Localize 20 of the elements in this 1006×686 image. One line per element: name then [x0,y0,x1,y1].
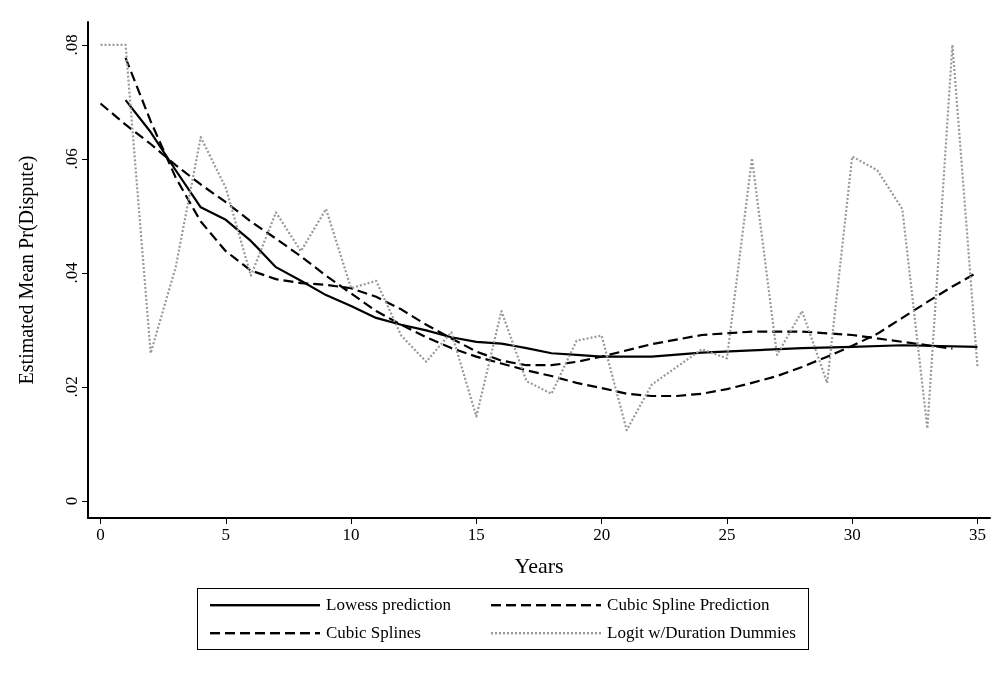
x-tick-label: 0 [96,525,105,544]
x-axis-title: Years [514,552,564,578]
y-tick-label: .02 [62,376,81,398]
x-tick-label: 25 [718,525,736,544]
line-series [99,43,979,432]
x-tick-label: 10 [342,525,360,544]
y-tick-label: .08 [62,34,81,56]
y-tick-label: .06 [62,148,81,170]
legend-label: Lowess prediction [326,595,452,615]
legend-label: Logit w/Duration Dummies [607,623,796,643]
y-axis-title: Estimated Mean Pr(Dispute) [15,155,38,385]
x-tick-label: 20 [593,525,611,544]
legend-label: Cubic Spline Prediction [607,595,770,615]
x-tick-label: 15 [467,525,485,544]
y-tick-label: .04 [62,261,81,284]
legend-label: Cubic Splines [326,623,421,643]
y-tick-label: 0 [62,496,81,506]
x-tick-label: 30 [843,525,861,544]
x-tick-label: 35 [968,525,986,544]
x-tick-label: 5 [221,525,231,544]
